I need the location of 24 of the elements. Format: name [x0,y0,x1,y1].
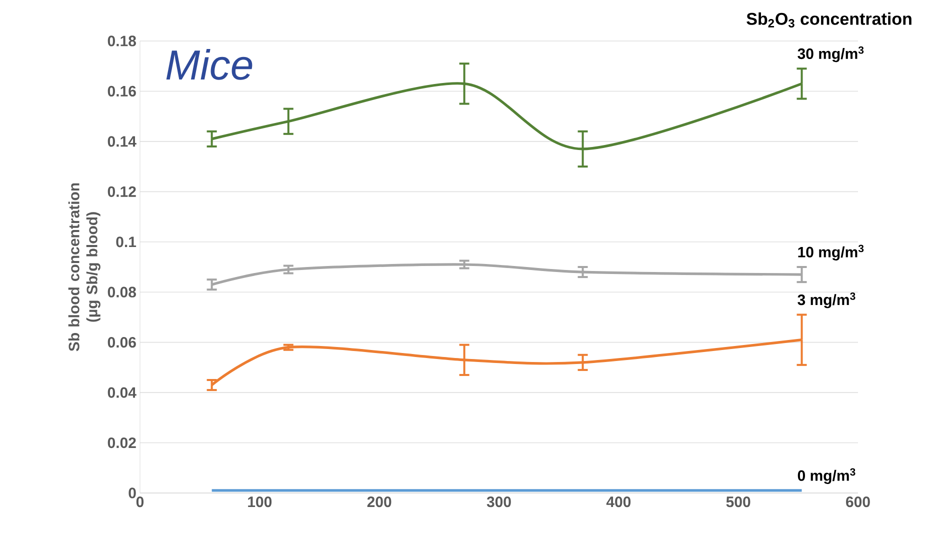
series-label: 10 mg/m$^{3}$ [798,244,864,260]
x-tick-label: 500 [726,496,750,508]
x-tick-label: 300 [486,496,511,508]
y-tick-label: 0.04 [108,387,136,398]
x-tick-label: 600 [846,496,870,508]
y-tick-label: 0.06 [108,337,136,348]
y-tick-label: 0.18 [108,36,136,46]
y-tick-label: 0.08 [108,286,136,298]
y-tick-label: 0.14 [108,136,136,147]
y-tick-label: 0.16 [108,86,136,97]
y-tick-label: 0.02 [108,437,136,448]
annotation: Mice [166,49,252,80]
x-tick-label: 100 [248,496,272,508]
x-tick-label: 200 [367,496,392,508]
series-label: 30 mg/m$^{3}$ [798,46,864,62]
y-axis-title: Sb blood concentration (µg Sb/g blood) [68,183,100,352]
legend-title: Sb$_{2}$O$_{3}$ concentration [746,12,912,28]
text: 3 mg/m$^{3}$ [798,292,856,308]
x-tick-label: 400 [606,496,631,508]
y-tick-label: 0 [128,488,136,498]
y-tick-label: 0.12 [108,186,136,197]
series-label: 0 mg/m$^{3}$ [798,468,856,484]
x-tick-label: 0 [136,496,144,508]
y-tick-label: 0.1 [116,236,136,248]
